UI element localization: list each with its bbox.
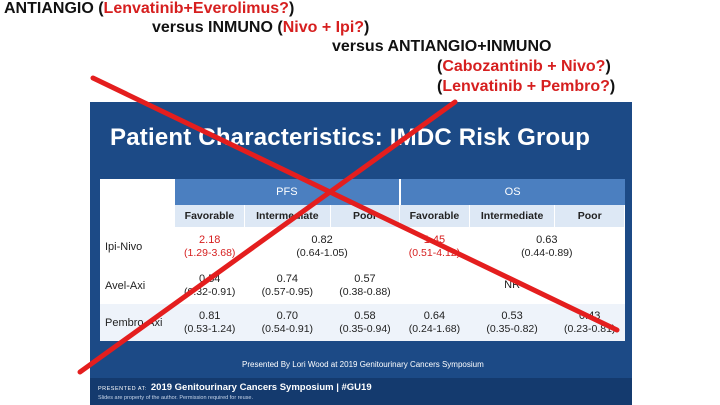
imdc-table: PFS OS Favorable Intermediate Poor Favor… [100, 179, 625, 341]
row-label: Pembro-Axi [100, 304, 175, 341]
hazard-ratio: 0.53 [501, 309, 523, 322]
table-cell: 0.70 (0.54-0.91) [244, 304, 331, 341]
table-cell: 0.64 (0.24-1.68) [399, 304, 470, 341]
hazard-ratio: 0.57 [354, 272, 376, 285]
table-corner [100, 179, 175, 205]
subheader: Poor [554, 205, 625, 227]
hazard-ratio: 2.18 [199, 234, 221, 246]
subheader: Poor [330, 205, 401, 227]
drug-name: Nivo + Ipi? [282, 19, 365, 36]
confidence-interval: (0.32-0.91) [184, 285, 236, 298]
confidence-interval: (1.29-3.68) [184, 247, 236, 259]
slide-disclaimer: Slides are property of the author. Permi… [98, 395, 253, 401]
hazard-ratio: 0.63 [536, 234, 558, 246]
table-cell: 0.82 (0.64-1.05) [244, 227, 400, 267]
table-cell: 0.57 (0.38-0.88) [330, 267, 400, 304]
hazard-ratio: 0.82 [311, 234, 333, 246]
table-cell: 0.53 (0.35-0.82) [469, 304, 555, 341]
header-line-1: ANTIANGIO (Lenvatinib+Everolimus?) [4, 0, 294, 18]
row-label: Ipi-Nivo [100, 227, 175, 267]
row-label: Avel-Axi [100, 267, 175, 304]
confidence-interval: (0.51-4.12) [408, 247, 461, 259]
hazard-ratio: 1.45 [423, 234, 446, 246]
hazard-ratio: 0.54 [199, 272, 221, 285]
header-line-3: versus ANTIANGIO+INMUNO [332, 38, 552, 55]
table-cell: 0.63 (0.44-0.89) [469, 227, 625, 267]
subheader: Intermediate [469, 205, 556, 227]
table-row: Avel-Axi 0.54 (0.32-0.91) 0.74 (0.57-0.95) 0.… [100, 267, 625, 304]
hazard-ratio: 0.64 [423, 309, 446, 322]
confidence-interval: (0.53-1.24) [184, 322, 236, 335]
header-text: ) [605, 58, 611, 75]
drug-name: Cabozantinib + Nivo? [442, 58, 606, 75]
group-header-pfs: PFS [175, 179, 400, 205]
table-cell: 0.81 (0.53-1.24) [175, 304, 245, 341]
drug-name: Lenvatinib+Everolimus? [103, 0, 289, 17]
slide-title: Patient Characteristics: IMDC Risk Group [110, 124, 591, 151]
confidence-interval: (0.64-1.05) [296, 247, 348, 259]
header-line-5: (Lenvatinib + Pembro?) [437, 78, 615, 96]
confidence-interval: (0.44-0.89) [521, 247, 573, 259]
drug-name: Lenvatinib + Pembro? [442, 78, 610, 95]
confidence-interval: (0.35-0.94) [339, 322, 391, 335]
confidence-interval: (0.57-0.95) [261, 285, 314, 298]
header-text: ANTIANGIO ( [4, 0, 104, 17]
header-text: versus INMUNO ( [152, 19, 283, 36]
conference-banner: PRESENTED AT: 2019 Genitourinary Cancers … [98, 382, 372, 393]
table-cell: 0.74 (0.57-0.95) [244, 267, 331, 304]
header-line-4: (Cabozantinib + Nivo?) [437, 58, 611, 76]
presented-at-label: PRESENTED AT: [98, 386, 147, 392]
table-cell: 2.18 (1.29-3.68) [175, 227, 245, 267]
conference-name: 2019 Genitourinary Cancers Symposium | #… [150, 382, 372, 393]
hazard-ratio: NR [504, 279, 521, 291]
hazard-ratio: 0.70 [276, 309, 299, 322]
confidence-interval: (0.35-0.82) [486, 322, 538, 335]
table-cell: 1.45 (0.51-4.12) [399, 227, 470, 267]
group-header-os: OS [398, 179, 625, 205]
slide-footer [90, 378, 632, 405]
confidence-interval: (0.54-0.91) [261, 322, 314, 335]
hazard-ratio: 0.43 [579, 309, 601, 322]
table-cell: NR [399, 267, 625, 304]
confidence-interval: (0.23-0.81) [564, 322, 616, 335]
hazard-ratio: 0.74 [276, 272, 299, 285]
header-line-2: versus INMUNO (Nivo + Ipi?) [152, 19, 369, 37]
imdc-risk-table: PFS OS Favorable Intermediate Poor Favor… [100, 179, 625, 341]
table-row: Pembro-Axi 0.81 (0.53-1.24) 0.70 (0.54-0.91)… [100, 304, 625, 341]
hazard-ratio: 0.81 [199, 309, 221, 322]
header-text: ) [288, 0, 295, 17]
table-row: Ipi-Nivo 2.18 (1.29-3.68) 0.82 (0.64-1.05) 1.… [100, 227, 625, 267]
confidence-interval: (0.24-1.68) [408, 322, 461, 335]
table-corner [100, 205, 175, 227]
header-text: ( [437, 58, 443, 75]
subheader: Favorable [399, 205, 470, 227]
header-text: ) [364, 19, 370, 36]
table-cell: 0.58 (0.35-0.94) [330, 304, 400, 341]
slide-image: Patient Characteristics: IMDC Risk Group… [90, 102, 632, 405]
presented-by-caption: Presented By Lori Wood at 2019 Genitouri… [242, 360, 484, 369]
subheader: Favorable [175, 205, 245, 227]
table-cell: 0.54 (0.32-0.91) [175, 267, 245, 304]
table-body: Ipi-Nivo 2.18 (1.29-3.68) 0.82 (0.64-1.05) 1.… [100, 227, 625, 341]
confidence-interval: (0.38-0.88) [339, 285, 391, 298]
table-cell: 0.43 (0.23-0.81) [554, 304, 625, 341]
subheader: Intermediate [244, 205, 331, 227]
header-text: ) [609, 78, 616, 95]
hazard-ratio: 0.58 [354, 309, 376, 322]
